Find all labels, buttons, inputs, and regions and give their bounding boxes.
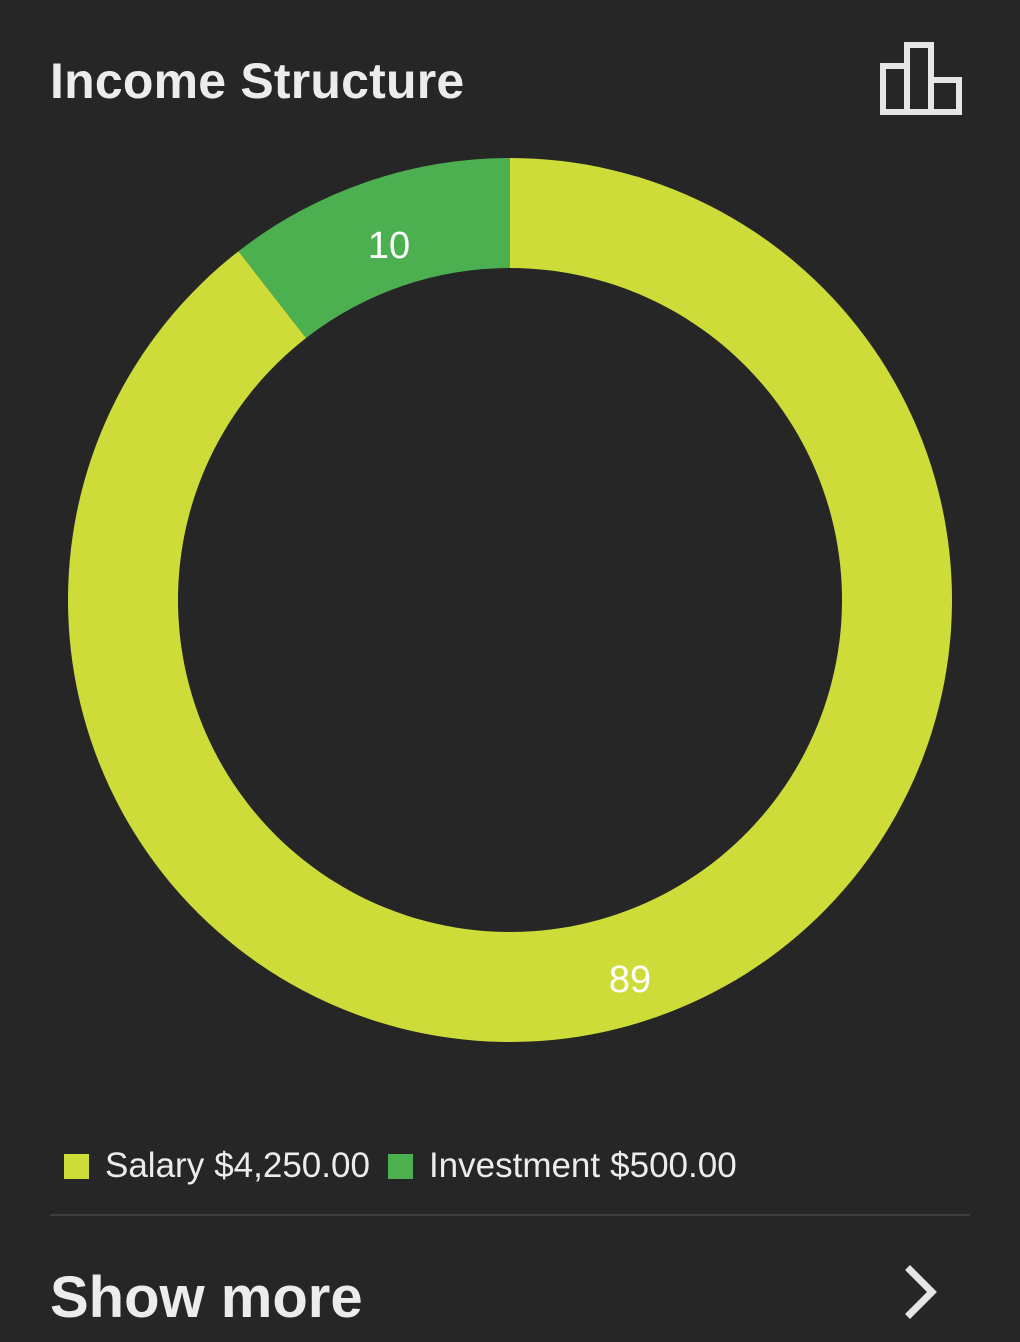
legend-label-salary: Salary — [105, 1146, 205, 1185]
chart-legend: Salary $4,250.00 Investment $500.00 — [64, 1146, 755, 1186]
data-label-investment: 10 — [368, 225, 410, 267]
card-title: Income Structure — [50, 53, 465, 109]
legend-item-investment[interactable]: Investment $500.00 — [387, 1146, 737, 1186]
slice-investment[interactable] — [238, 158, 510, 339]
legend-swatch-salary — [64, 1153, 89, 1179]
show-more-row[interactable]: Show more — [0, 1216, 1020, 1342]
legend-amount-investment: $500.00 — [610, 1146, 737, 1185]
legend-amount-salary: $4,250.00 — [214, 1146, 370, 1185]
data-label-salary: 89 — [609, 959, 651, 1001]
legend-swatch-investment — [387, 1153, 413, 1179]
chevron-right-icon — [905, 1265, 937, 1319]
income-donut-chart: 10 89 — [67, 158, 952, 1042]
show-more-label: Show more — [50, 1265, 363, 1330]
legend-label-investment: Investment — [428, 1146, 601, 1185]
slice-salary[interactable] — [67, 158, 952, 1042]
legend-item-salary[interactable]: Salary $4,250.00 — [64, 1146, 370, 1186]
divider — [50, 1214, 970, 1216]
bar-chart-icon[interactable] — [872, 36, 972, 122]
